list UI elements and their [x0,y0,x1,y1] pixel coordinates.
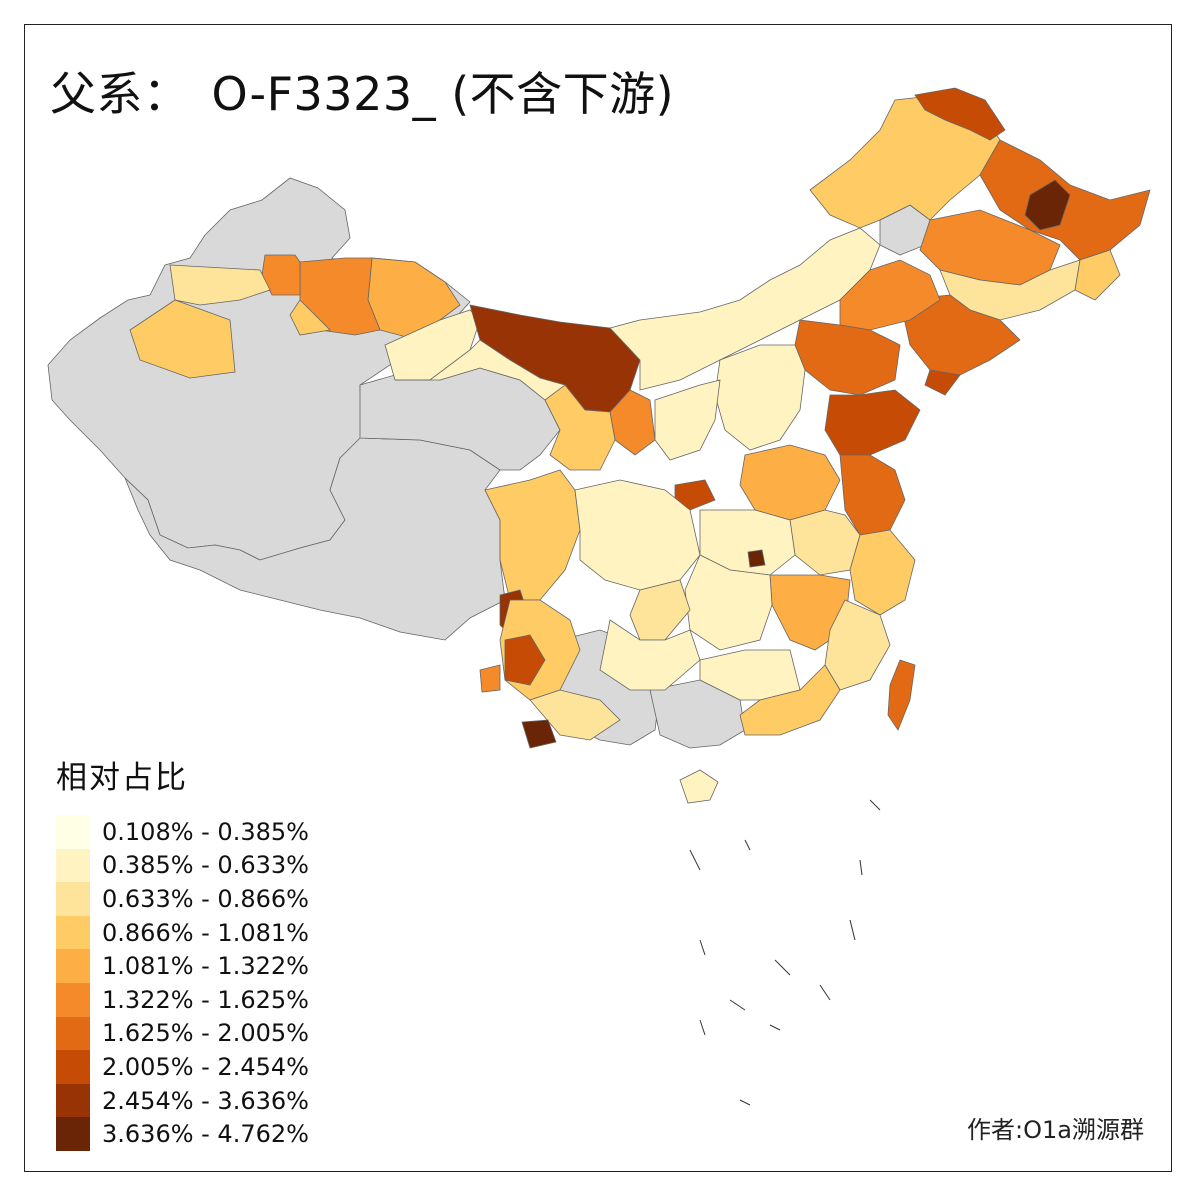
region-aksu-zone [129,299,236,379]
legend-items: 0.108% - 0.385% 0.385% - 0.633% 0.633% - 0… [56,815,309,1151]
legend-label: 0.108% - 0.385% [102,817,309,846]
legend-label: 0.385% - 0.633% [102,851,309,880]
legend-swatch [56,949,90,983]
region-shandong [824,389,921,456]
legend-item: 3.636% - 4.762% [56,1117,309,1151]
region-yunnan-south [529,689,621,741]
map-frame [24,24,1172,1172]
legend-label: 0.866% - 1.081% [102,918,309,947]
title-main: O-F3323_ (不含下游) [211,67,675,121]
legend-swatch [56,915,90,950]
region-henan [739,444,841,521]
region-shaanxi-north [654,379,721,461]
legend-label: 2.454% - 3.636% [102,1086,309,1115]
central-data-regions [544,319,921,691]
region-liaoning [899,294,1021,376]
region-dali [504,634,546,686]
legend-item: 0.385% - 0.633% [56,848,309,883]
region-gansu-east [544,384,616,471]
region-xishuangbanna [521,719,557,749]
legend-label: 3.636% - 4.762% [102,1120,309,1149]
southwest-data-regions [479,469,841,804]
south-sea-islands [689,799,881,1106]
legend-item: 0.108% - 0.385% [56,815,309,849]
region-taiwan [887,659,916,731]
region-wuhan [747,549,766,568]
legend-label: 2.005% - 2.454% [102,1052,309,1081]
region-inner-mongolia-central [609,227,881,391]
region-shanxi [714,344,806,451]
legend-item: 1.322% - 1.625% [56,982,309,1017]
legend-item: 2.454% - 3.636% [56,1083,309,1118]
legend-label: 1.081% - 1.322% [102,952,309,981]
region-yanbian [1074,249,1121,301]
region-jiamusi [1024,179,1071,231]
legend-swatch [56,848,90,883]
region-hainan [679,769,719,804]
legend-label: 0.633% - 0.866% [102,884,309,913]
legend-item: 1.081% - 1.322% [56,949,309,983]
legend-swatch [56,1050,90,1084]
legend-item: 2.005% - 2.454% [56,1050,309,1084]
region-greater-khingan [914,87,1006,141]
xinjiang-data-regions [129,254,481,381]
region-guangdong [739,664,841,736]
title-prefix: 父系： [50,67,190,121]
legend-swatch [56,882,90,916]
legend-item: 1.625% - 2.005% [56,1016,309,1051]
region-tibet [124,437,506,641]
legend-label: 1.322% - 1.625% [102,985,309,1014]
map-title: 父系： O-F3323_ (不含下游) [50,58,674,124]
legend: 相对占比 0.108% - 0.385% 0.385% - 0.633% 0.633… [56,752,309,1151]
legend-item: 0.633% - 0.866% [56,882,309,916]
region-fujian [824,599,891,691]
legend-swatch [56,815,90,849]
region-anhui [789,509,861,576]
region-dalian [924,369,961,396]
legend-swatch [56,1083,90,1118]
legend-swatch [56,1117,90,1151]
north-data-regions [395,87,1006,432]
region-sichuan-west [484,469,581,601]
author-credit: 作者:O1a溯源群 [967,1116,1144,1144]
legend-item: 0.866% - 1.081% [56,915,309,950]
legend-swatch [56,1016,90,1051]
region-jiangsu [839,454,906,536]
region-zhejiang [849,529,916,616]
northeast-data-regions [839,139,1151,396]
legend-label: 1.625% - 2.005% [102,1019,309,1048]
legend-title: 相对占比 [56,760,188,796]
region-yunnan-border [479,664,501,693]
region-urumqi [289,299,331,336]
legend-swatch [56,982,90,1017]
region-beijing-hebei [794,319,901,396]
